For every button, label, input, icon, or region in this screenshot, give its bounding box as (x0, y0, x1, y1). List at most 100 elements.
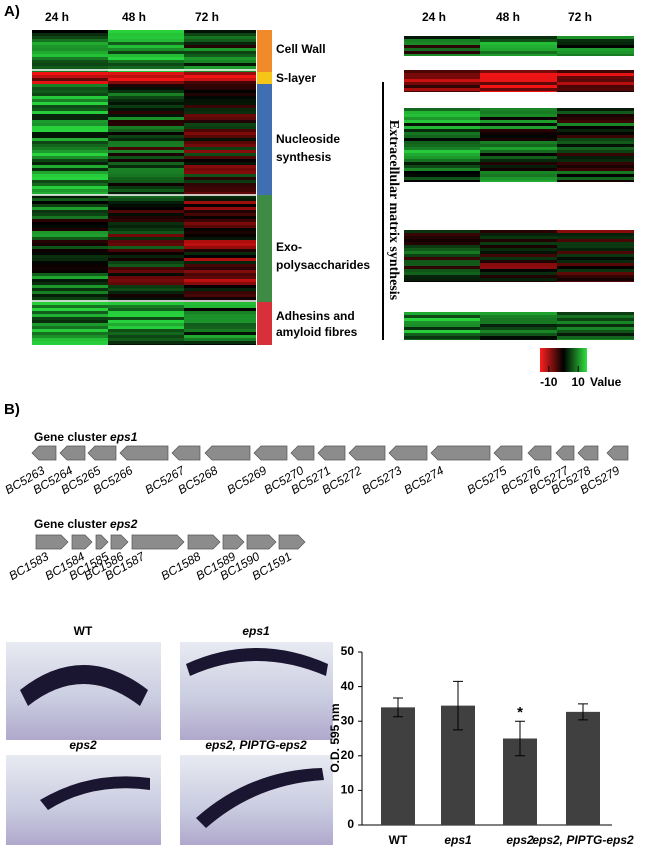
heat-cell (108, 308, 184, 311)
heat-cell (108, 285, 184, 288)
heat-cell (557, 275, 634, 278)
group-label: Nucleoside (276, 132, 340, 146)
heat-cell (32, 195, 108, 198)
column-header: 24 h (45, 10, 69, 24)
heat-cell (184, 243, 256, 246)
heat-cell (557, 242, 634, 245)
heat-cell (404, 135, 480, 138)
heat-cell (184, 60, 256, 63)
heat-cell (108, 162, 184, 165)
heat-cell (480, 129, 557, 132)
heat-cell (557, 180, 634, 182)
heat-cell (108, 84, 184, 87)
heat-cell (184, 311, 256, 314)
heat-cell (404, 315, 480, 318)
heat-cell (184, 210, 256, 213)
heat-cell (184, 93, 256, 96)
heat-cell (404, 233, 480, 236)
heat-cell (404, 117, 480, 120)
heat-cell (32, 123, 108, 126)
heat-cell (480, 156, 557, 159)
heat-cell (108, 228, 184, 231)
heat-cell (184, 132, 256, 135)
heat-cell (32, 329, 108, 332)
heat-cell (184, 114, 256, 117)
heat-cell (557, 54, 634, 56)
heat-cell (32, 132, 108, 135)
heat-cell (108, 338, 184, 341)
heat-cell (32, 210, 108, 213)
heat-cell (32, 120, 108, 123)
heat-cell (108, 267, 184, 270)
heat-cell (108, 66, 184, 69)
gene-arrow (430, 445, 491, 461)
heat-cell (108, 216, 184, 219)
heat-cell (557, 248, 634, 251)
gene-arrow (31, 445, 57, 461)
heat-cell (184, 45, 256, 48)
heat-cell (32, 102, 108, 105)
heat-cell (480, 257, 557, 260)
heat-cell (557, 108, 634, 111)
heat-cell (32, 305, 108, 308)
heat-cell (480, 36, 557, 39)
heat-cell (184, 183, 256, 186)
panel-label: A) (4, 3, 20, 20)
gene-label: BC5273 (360, 463, 405, 497)
heat-cell (184, 177, 256, 180)
group-strip (257, 195, 272, 302)
heat-cell (557, 245, 634, 248)
heat-cell (404, 42, 480, 45)
heat-cell (32, 252, 108, 255)
heat-cell (184, 150, 256, 153)
heat-cell (32, 156, 108, 159)
heat-cell (108, 108, 184, 111)
heat-cell (480, 73, 557, 76)
heat-cell (108, 99, 184, 102)
heat-cell (480, 321, 557, 324)
heat-cell (108, 323, 184, 326)
heatmaps (32, 30, 634, 345)
heat-cell (108, 192, 184, 195)
heat-cell (32, 45, 108, 48)
heat-cell (32, 180, 108, 183)
heat-cell (404, 82, 480, 85)
heat-cell (557, 269, 634, 272)
gene-arrow (253, 445, 288, 461)
heat-cell (184, 213, 256, 216)
heat-cell (32, 240, 108, 243)
heat-cell (32, 258, 108, 261)
heat-cell (32, 207, 108, 210)
heat-cell (480, 318, 557, 321)
group-label: synthesis (276, 150, 332, 164)
heat-cell (184, 102, 256, 105)
heat-cell (108, 39, 184, 42)
heat-cell (108, 57, 184, 60)
heat-cell (32, 219, 108, 222)
heat-cell (404, 275, 480, 278)
heat-cell (108, 81, 184, 84)
heat-cell (557, 339, 634, 340)
column-header: 48 h (496, 10, 520, 24)
y-tick-label: 50 (341, 644, 355, 658)
heat-cell (32, 96, 108, 99)
heat-cell (32, 66, 108, 69)
heat-cell (557, 278, 634, 281)
heat-cell (32, 297, 108, 300)
heat-cell (108, 138, 184, 141)
heat-cell (480, 141, 557, 144)
heat-cell (404, 48, 480, 51)
heat-cell (557, 156, 634, 159)
heat-cell (32, 168, 108, 171)
heat-cell (184, 294, 256, 297)
heat-cell (32, 75, 108, 78)
heat-cell (404, 339, 480, 340)
heat-cell (404, 251, 480, 254)
heat-cell (32, 162, 108, 165)
heat-cell (184, 222, 256, 225)
heat-cell (404, 174, 480, 177)
heat-cell (480, 45, 557, 48)
heat-cell (480, 153, 557, 156)
heat-cell (184, 90, 256, 93)
heat-cell (404, 257, 480, 260)
